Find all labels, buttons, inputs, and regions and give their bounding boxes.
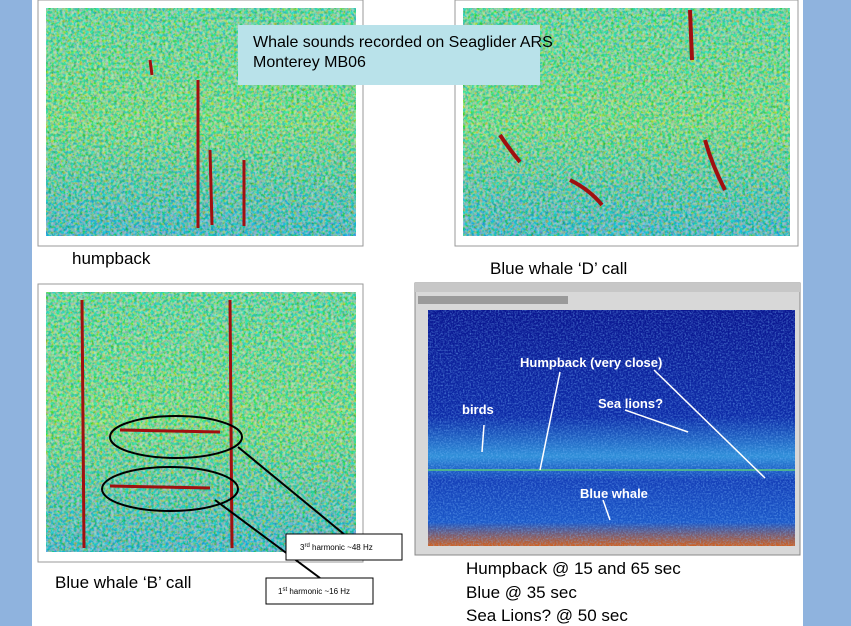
annotation: birds (462, 402, 494, 417)
annotation: Blue whale (580, 486, 648, 501)
summary-line: Sea Lions? @ 50 sec (466, 606, 628, 625)
right-band (803, 0, 851, 626)
note-text: harmonic ~48 Hz (310, 543, 373, 552)
caption: humpback (72, 249, 151, 268)
left-band (0, 0, 32, 626)
summary-line: Humpback @ 15 and 65 sec (466, 559, 681, 578)
note: 3rd harmonic ~48 Hz (300, 543, 373, 552)
slide: Whale sounds recorded on Seaglider ARS M… (0, 0, 851, 626)
note-text: harmonic ~16 Hz (287, 587, 350, 596)
title-bar (415, 283, 800, 292)
title-line: Monterey MB06 (253, 54, 366, 71)
annotation: Sea lions? (598, 396, 663, 411)
spectrogram-window (415, 283, 800, 555)
summary-line: Blue @ 35 sec (466, 583, 577, 602)
annotation: Humpback (very close) (520, 355, 662, 370)
note: 1st harmonic ~16 Hz (278, 587, 350, 596)
caption: Blue whale ‘D’ call (490, 259, 627, 278)
noise (46, 292, 356, 552)
toolbar (418, 296, 568, 304)
caption: Blue whale ‘B’ call (55, 573, 191, 592)
title-line: Whale sounds recorded on Seaglider ARS (253, 34, 553, 51)
